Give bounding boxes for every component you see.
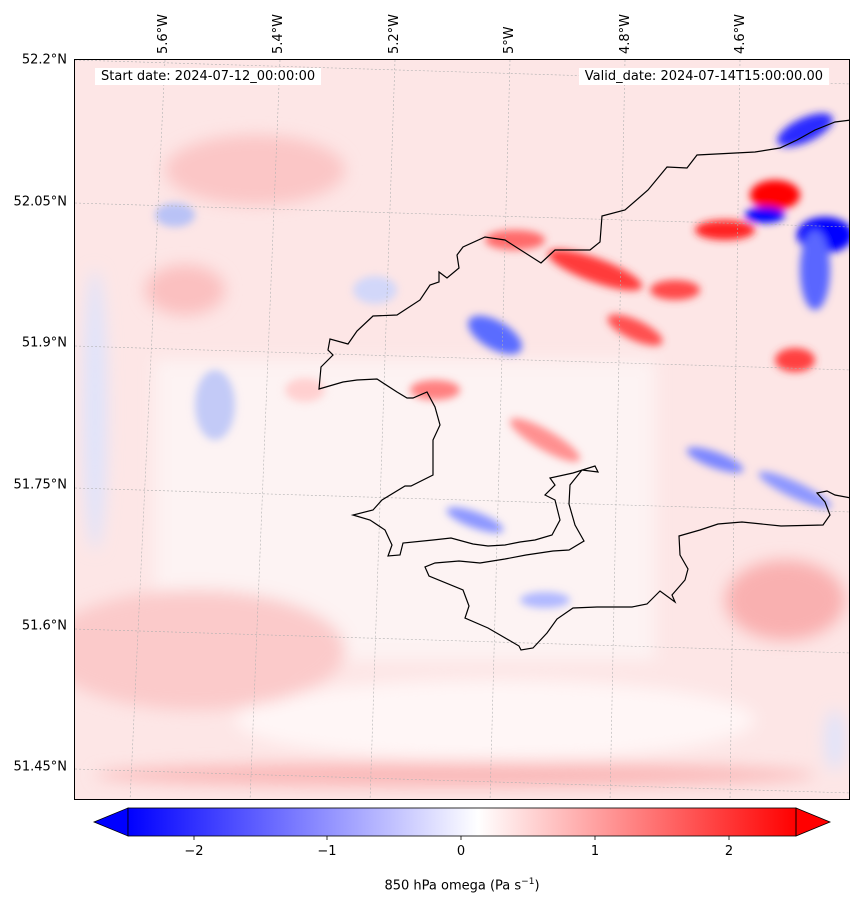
fine-field-patches (155, 113, 849, 608)
lon-label-5-4: 5.4°W (271, 13, 286, 54)
omega-field-map (75, 60, 849, 799)
colorbar-gradient (128, 808, 796, 836)
lat-label-51-6: 51.6°N (21, 618, 67, 634)
lat-label-52-05: 52.05°N (13, 194, 67, 210)
colorbar-tick-neg2: −2 (184, 844, 204, 859)
graticule (75, 60, 849, 799)
colorbar (92, 807, 832, 840)
start-date-label: Start date: 2024-07-12_00:00:00 (95, 68, 322, 85)
coastline (318, 119, 849, 651)
colorbar-tick-neg1: −1 (317, 844, 337, 859)
lat-label-51-75: 51.75°N (13, 477, 67, 493)
colorbar-label: 850 hPa omega (Pa s−1) (384, 877, 540, 894)
broad-field-patches (75, 135, 845, 787)
lon-label-5-6: 5.6°W (156, 13, 171, 54)
lat-label-51-9: 51.9°N (21, 335, 67, 351)
colorbar-min-extend (92, 807, 129, 837)
lat-label-52-2: 52.2°N (21, 52, 67, 68)
lon-label-4-6: 4.6°W (733, 13, 748, 54)
colorbar-max-extend (795, 807, 832, 837)
lon-label-4-8: 4.8°W (618, 13, 633, 54)
valid-date-label: Valid_date: 2024-07-14T15:00:00.00 (578, 68, 829, 85)
map-panel: Start date: 2024-07-12_00:00:00 Valid_da… (74, 59, 850, 800)
colorbar-tick-0: 0 (456, 844, 466, 859)
lon-label-5-2: 5.2°W (387, 13, 402, 54)
lat-label-51-45: 51.45°N (13, 759, 67, 775)
colorbar-tick-1: 1 (590, 844, 600, 859)
lon-label-5-0: 5°W (502, 26, 517, 54)
colorbar-tick-2: 2 (724, 844, 734, 859)
